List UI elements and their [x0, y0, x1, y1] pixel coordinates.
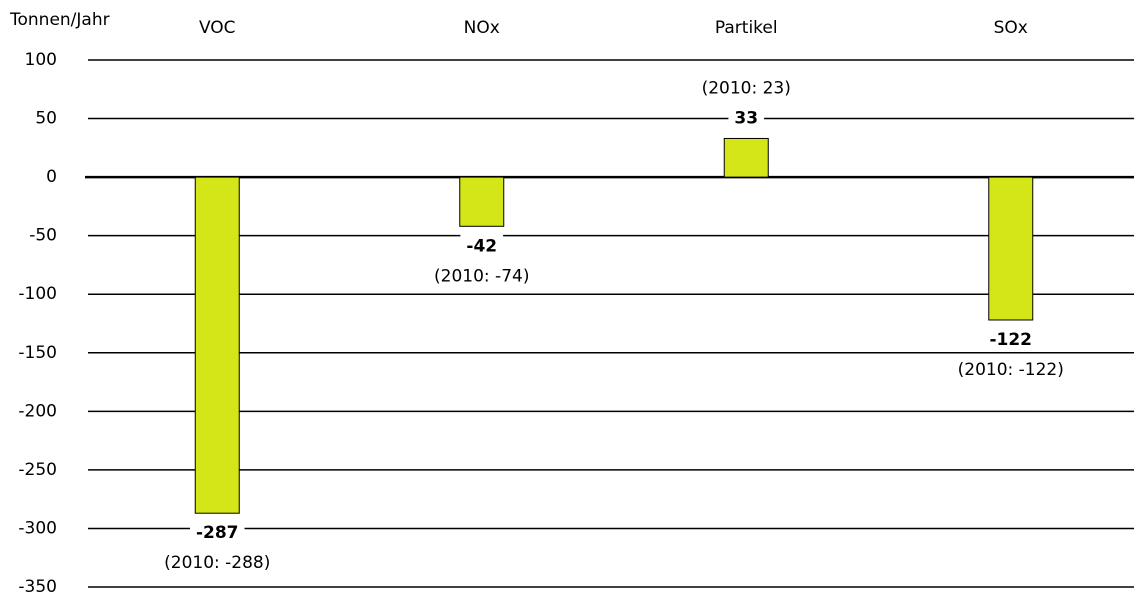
category-label: VOC — [199, 18, 236, 38]
y-tick-label: -300 — [18, 518, 57, 538]
bar — [723, 137, 769, 178]
category-label: Partikel — [715, 18, 778, 38]
y-tick-label: -200 — [18, 401, 57, 421]
value-label-bg — [189, 521, 245, 546]
annotation-bg — [951, 357, 1070, 382]
bar — [459, 176, 505, 227]
y-tick-label: 50 — [35, 109, 57, 129]
value-label: -287 — [196, 523, 239, 543]
bar — [988, 176, 1034, 321]
grid — [88, 59, 1134, 588]
y-tick-label: 0 — [46, 167, 57, 187]
y-tick-label: -150 — [18, 343, 57, 363]
annotation: (2010: -288) — [164, 553, 270, 573]
bar — [194, 176, 240, 514]
annotation-bg — [428, 264, 536, 289]
annotation: (2010: -74) — [434, 266, 529, 286]
value-label: -122 — [989, 330, 1032, 350]
annotation-bg — [695, 76, 797, 101]
y-tick-label: -250 — [18, 460, 57, 480]
y-tick-label: -100 — [18, 284, 57, 304]
y-tick-label: -50 — [29, 226, 57, 246]
y-tick-label: -350 — [18, 577, 57, 597]
annotation: (2010: 23) — [702, 78, 791, 98]
value-label-bg — [460, 234, 504, 259]
value-label: -42 — [466, 236, 497, 256]
annotation: (2010: -122) — [958, 360, 1064, 380]
category-label: SOx — [994, 18, 1028, 38]
value-label-bg — [983, 327, 1039, 352]
y-tick-label: 100 — [25, 50, 57, 70]
category-label: NOx — [464, 18, 500, 38]
annotation-bg — [158, 551, 277, 576]
value-label-bg — [728, 106, 765, 131]
y-axis-label: Tonnen/Jahr — [9, 10, 110, 30]
value-label: 33 — [734, 108, 758, 128]
